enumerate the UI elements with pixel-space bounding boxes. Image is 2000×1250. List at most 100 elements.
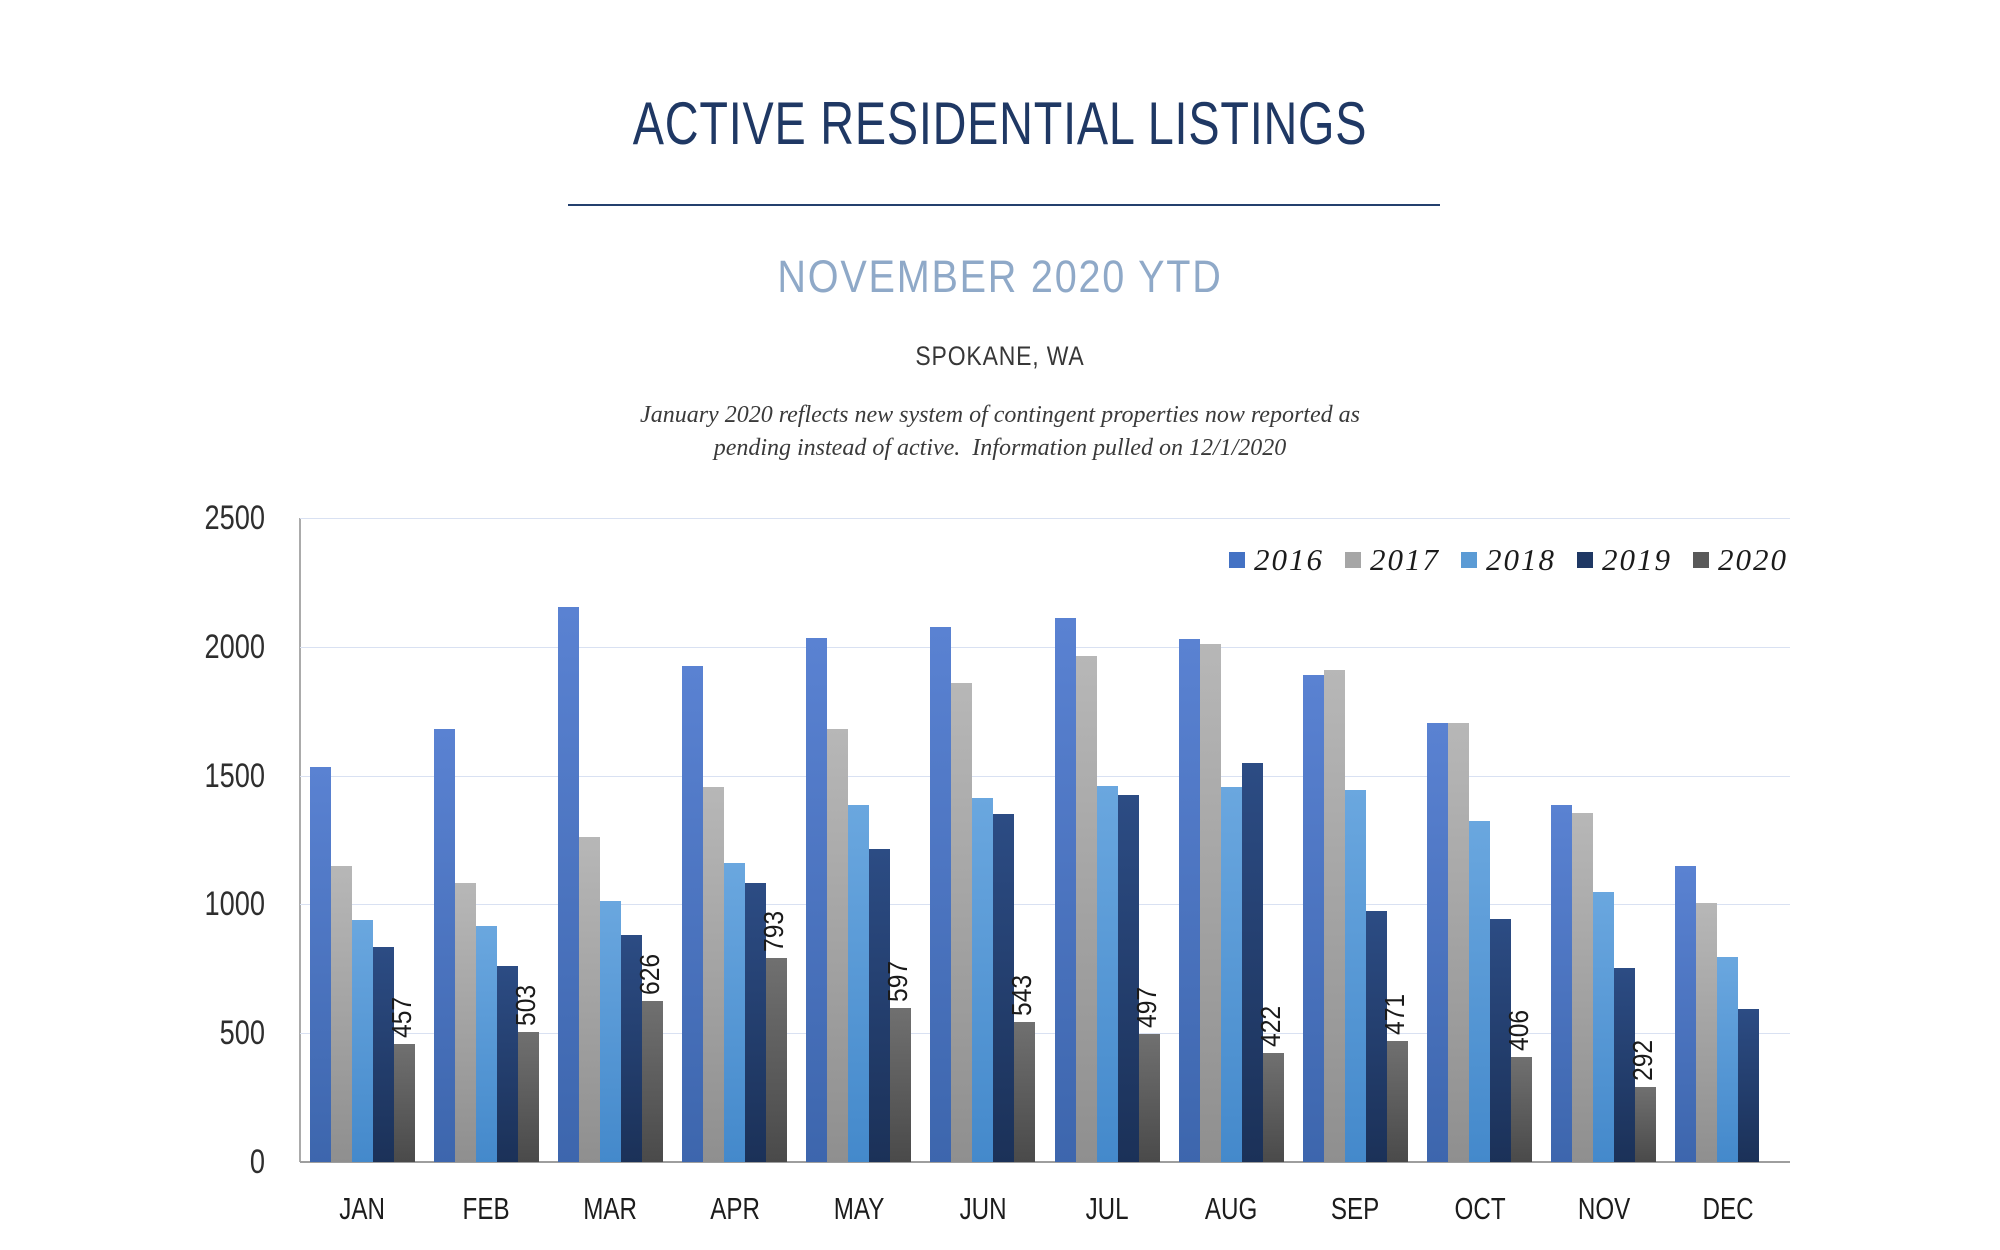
value-label-2020-sep: 471 [1378, 993, 1410, 1035]
legend-swatch-2019 [1577, 552, 1593, 568]
bar-2019-mar [620, 935, 642, 1162]
x-axis-label-feb: FEB [462, 1191, 510, 1226]
bar-2016-jan [309, 766, 331, 1162]
bar-2019-feb [496, 966, 518, 1162]
x-axis-label-sep: SEP [1331, 1191, 1380, 1226]
bar-2017-mar [578, 837, 600, 1162]
y-axis-label-2500: 2500 [204, 499, 265, 537]
bar-2020-jan [393, 1044, 415, 1162]
x-axis-label-may: MAY [833, 1191, 885, 1226]
bar-2016-sep [1302, 675, 1324, 1162]
value-label-2020-jan: 457 [385, 997, 417, 1039]
bar-2019-may [869, 849, 891, 1162]
bar-2018-mar [599, 900, 621, 1162]
bar-2017-aug [1199, 644, 1221, 1162]
value-label-2020-oct: 406 [1503, 1010, 1535, 1052]
bar-2017-apr [703, 787, 725, 1162]
gridline-1000 [300, 904, 1790, 906]
legend-label-2016: 2016 [1254, 542, 1324, 577]
x-axis-label-jul: JUL [1085, 1191, 1129, 1226]
bar-2020-jul [1138, 1033, 1160, 1162]
bar-2016-dec [1675, 865, 1697, 1162]
bar-2016-oct [1427, 722, 1449, 1162]
value-label-2020-apr: 793 [758, 910, 790, 952]
legend-label-2019: 2019 [1602, 542, 1672, 577]
legend-entry-2020: 2020 [1693, 542, 1788, 578]
legend-swatch-2016 [1229, 552, 1245, 568]
bar-2017-nov [1572, 812, 1594, 1162]
gridline-1500 [300, 775, 1790, 777]
legend-entry-2017: 2017 [1345, 542, 1440, 578]
legend-swatch-2018 [1461, 552, 1477, 568]
x-axis-label-jun: JUN [959, 1191, 1007, 1226]
legend-label-2018: 2018 [1486, 542, 1556, 577]
bar-2016-jun [930, 627, 952, 1162]
legend-entry-2019: 2019 [1577, 542, 1672, 578]
x-axis-label-dec: DEC [1702, 1191, 1754, 1226]
bar-2019-sep [1365, 910, 1387, 1162]
y-axis-label-0: 0 [249, 1143, 265, 1181]
bar-2020-may [890, 1008, 912, 1162]
bar-2016-jul [1054, 618, 1076, 1162]
x-axis-label-apr: APR [709, 1191, 760, 1226]
value-label-2020-mar: 626 [633, 953, 665, 995]
title-underline [568, 204, 1440, 206]
y-axis-line [299, 518, 301, 1162]
bar-2018-aug [1220, 787, 1242, 1162]
bar-2019-jul [1117, 794, 1139, 1162]
chart-subtitle: NOVEMBER 2020 YTD [777, 251, 1223, 302]
legend-label-2020: 2020 [1718, 542, 1788, 577]
bar-2019-jun [993, 814, 1015, 1162]
gridline-2500 [300, 518, 1790, 519]
y-axis-label-1000: 1000 [204, 885, 265, 924]
bar-2019-apr [745, 882, 767, 1162]
gridline-2000 [300, 646, 1790, 648]
bar-2017-oct [1448, 722, 1470, 1162]
bar-2018-dec [1717, 957, 1739, 1162]
bar-2018-feb [475, 926, 497, 1162]
chart-legend: 2016 2017 2018 2019 2020 [1229, 542, 1788, 578]
x-axis-line [300, 1161, 1790, 1163]
y-axis-label-2000: 2000 [204, 627, 265, 666]
footnote: January 2020 reflects new system of cont… [0, 399, 2000, 465]
value-label-2020-nov: 292 [1627, 1039, 1659, 1081]
footnote-line-1: January 2020 reflects new system of cont… [640, 402, 1360, 428]
bar-2019-aug [1241, 762, 1263, 1162]
bar-2020-oct [1511, 1057, 1533, 1162]
legend-swatch-2017 [1345, 552, 1361, 568]
bar-2019-jan [372, 946, 394, 1162]
bar-2020-jun [1014, 1022, 1036, 1162]
bar-2018-nov [1593, 891, 1615, 1162]
location-label: SPOKANE, WA [915, 341, 1085, 371]
bar-2017-jul [1075, 655, 1097, 1162]
bar-2020-apr [766, 957, 788, 1162]
bar-2016-apr [682, 666, 704, 1162]
y-axis-label-1500: 1500 [204, 756, 265, 795]
bar-chart-plot-area: 2016 2017 2018 2019 2020 0 500 1000 1500 2000 250… [204, 499, 1790, 1226]
legend-entry-2016: 2016 [1229, 542, 1324, 578]
legend-swatch-2020 [1693, 552, 1709, 568]
value-label-2020-jun: 543 [1006, 975, 1038, 1017]
x-axis-label-oct: OCT [1454, 1191, 1506, 1226]
bar-2018-jan [351, 919, 373, 1162]
chart-title: ACTIVE RESIDENTIAL LISTINGS [632, 90, 1368, 157]
bar-2018-oct [1469, 820, 1491, 1162]
bar-2018-sep [1344, 789, 1366, 1162]
bar-2020-mar [641, 1000, 663, 1162]
bar-2020-nov [1635, 1086, 1657, 1162]
legend-label-2017: 2017 [1370, 542, 1440, 577]
bar-2018-may [848, 805, 870, 1162]
x-axis-label-aug: AUG [1205, 1191, 1258, 1226]
bar-2019-nov [1614, 967, 1636, 1162]
bar-2016-feb [433, 729, 455, 1162]
value-label-2020-aug: 422 [1254, 1006, 1286, 1048]
footnote-line-2: pending instead of active. Information p… [713, 435, 1287, 461]
bar-2017-dec [1696, 903, 1718, 1162]
bar-2020-sep [1386, 1040, 1408, 1162]
bar-2017-jan [330, 865, 352, 1162]
bar-2020-feb [517, 1032, 539, 1162]
bar-2016-nov [1551, 805, 1573, 1162]
bar-2017-sep [1323, 669, 1345, 1162]
value-label-2020-jul: 497 [1130, 986, 1162, 1028]
bar-2019-oct [1490, 918, 1512, 1162]
